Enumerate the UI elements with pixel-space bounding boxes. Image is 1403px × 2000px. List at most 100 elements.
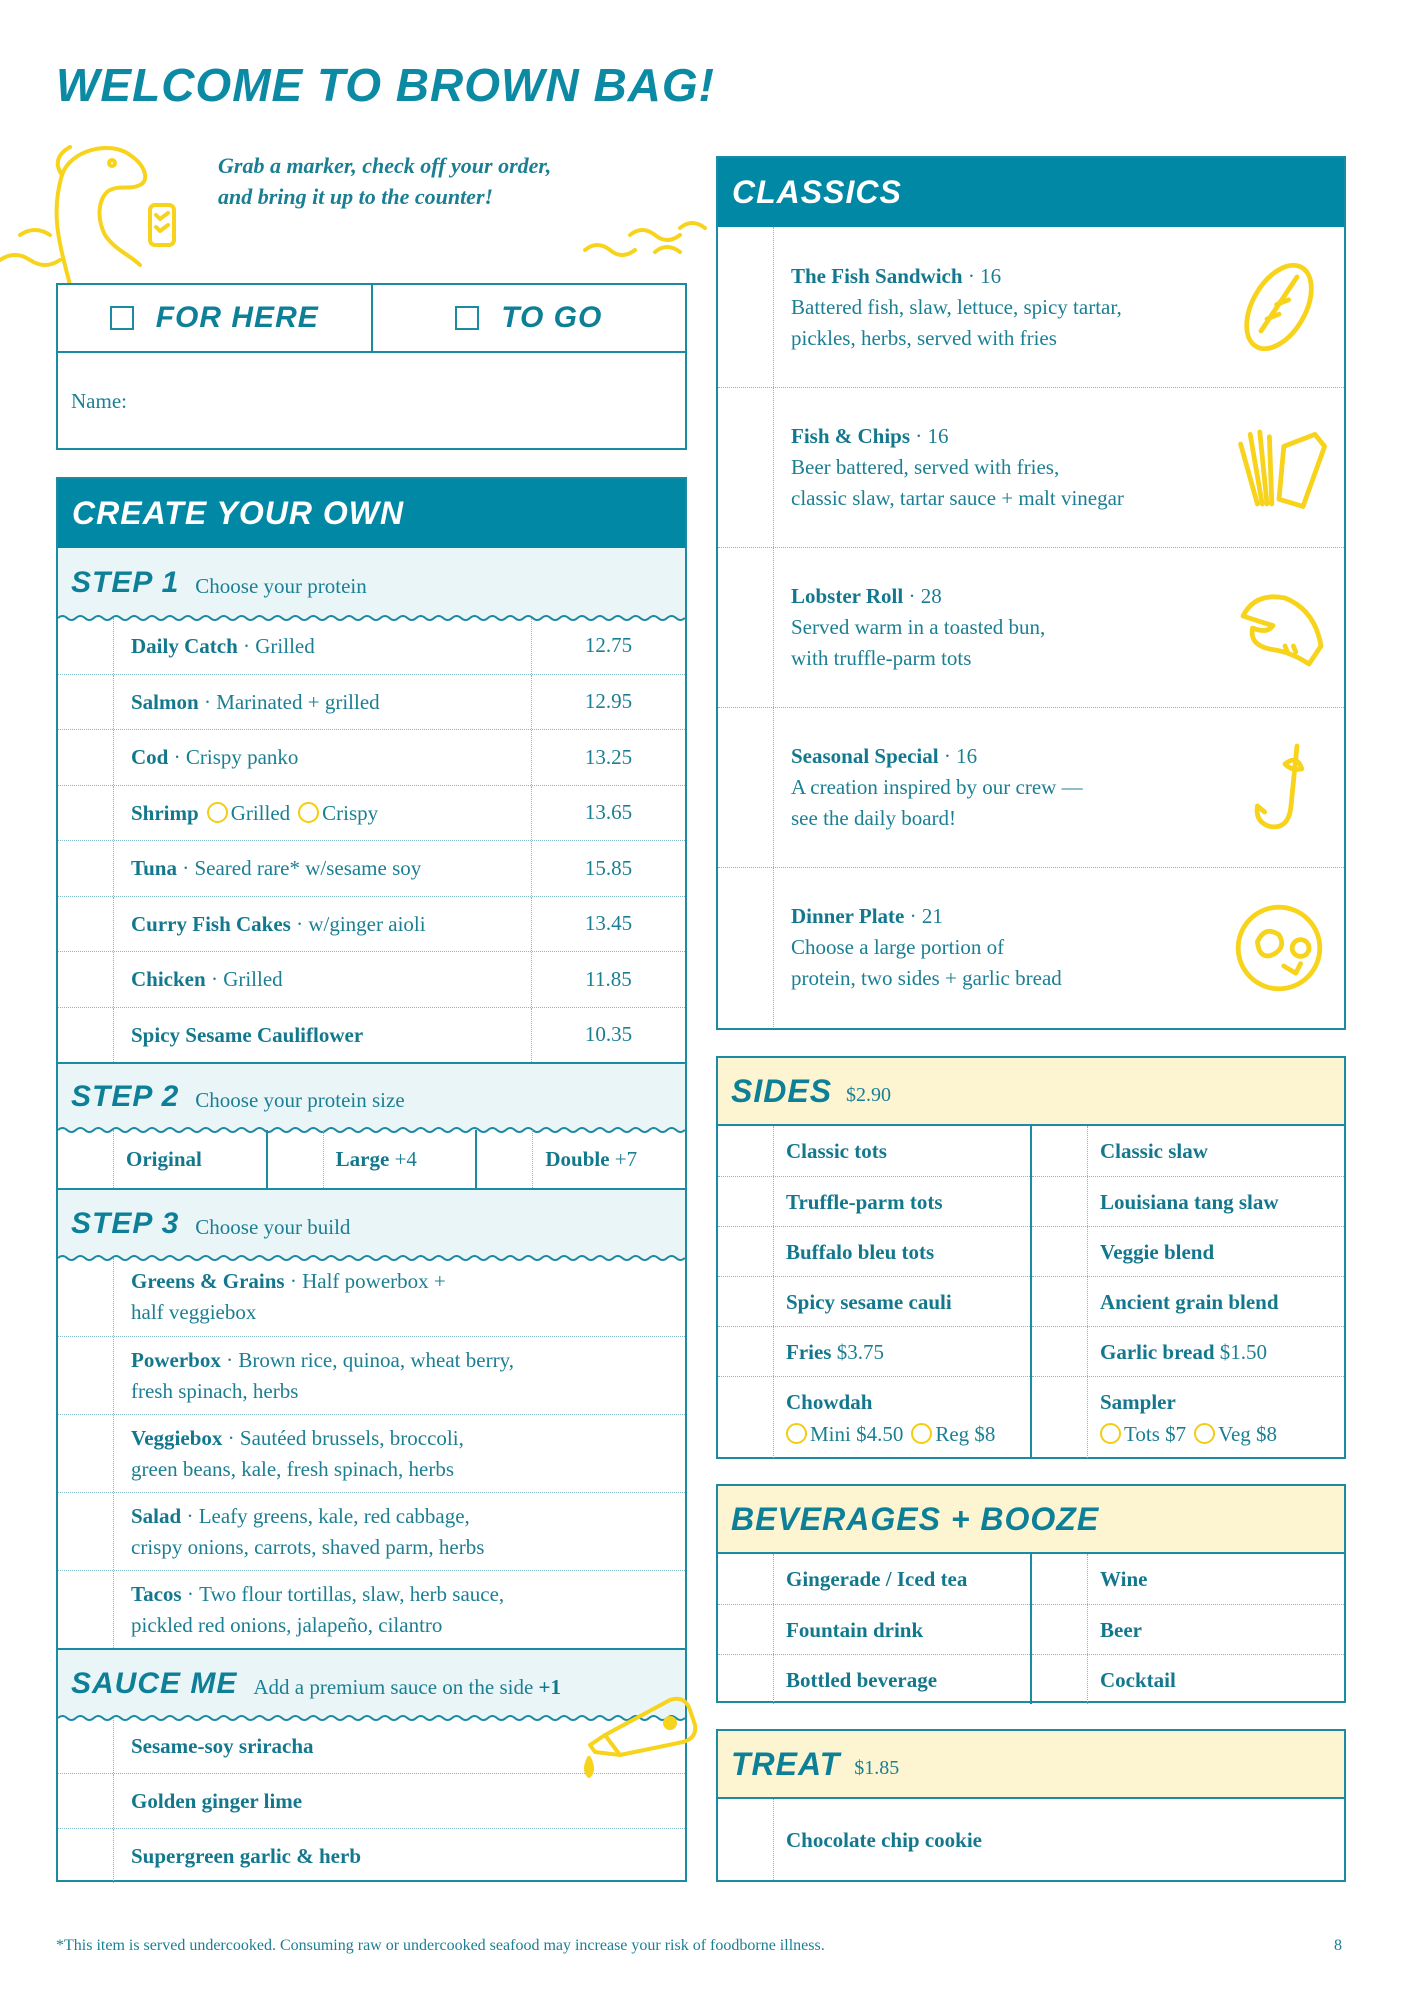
beverage-row[interactable]: Cocktail — [1032, 1654, 1344, 1704]
classic-item[interactable]: Dinner Plate · 21 Choose a large portion … — [718, 867, 1344, 1027]
check-area[interactable] — [718, 1277, 774, 1326]
check-area[interactable] — [1032, 1277, 1088, 1326]
check-area[interactable] — [1032, 1554, 1088, 1604]
check-area[interactable] — [1032, 1655, 1088, 1704]
check-area[interactable] — [718, 1655, 774, 1704]
size-option[interactable]: Large +4 — [265, 1130, 476, 1188]
check-area[interactable] — [1032, 1177, 1088, 1226]
side-row[interactable]: Truffle-parm tots — [718, 1176, 1030, 1226]
check-area[interactable] — [718, 1177, 774, 1226]
protein-row[interactable]: Chicken · Grilled 11.85 — [58, 951, 685, 1007]
classic-item[interactable]: Fish & Chips · 16 Beer battered, served w… — [718, 387, 1344, 547]
side-row[interactable]: Louisiana tang slaw — [1032, 1176, 1344, 1226]
option-radio[interactable] — [206, 802, 228, 824]
side-row[interactable]: Fries $3.75 — [718, 1326, 1030, 1376]
option-radio[interactable] — [1194, 1422, 1216, 1444]
check-area[interactable] — [477, 1130, 534, 1188]
check-area[interactable] — [718, 708, 774, 867]
sauce-row[interactable]: Supergreen garlic & herb — [58, 1828, 685, 1883]
check-area[interactable] — [718, 548, 774, 707]
check-area[interactable] — [718, 1799, 774, 1880]
side-row[interactable]: Sampler Tots $7 Veg $8 — [1032, 1376, 1344, 1458]
classic-name: Seasonal Special — [791, 744, 939, 768]
check-area[interactable] — [58, 1258, 114, 1336]
side-name: Ancient grain blend — [1100, 1289, 1279, 1314]
beverage-row[interactable]: Gingerade / Iced tea — [718, 1554, 1030, 1604]
check-area[interactable] — [1032, 1126, 1088, 1176]
side-row[interactable]: Spicy sesame cauli — [718, 1276, 1030, 1326]
protein-row[interactable]: Shrimp Grilled Crispy 13.65 — [58, 784, 685, 840]
check-area[interactable] — [1032, 1605, 1088, 1654]
build-row[interactable]: Greens & Grains · Half powerbox + half ve… — [58, 1258, 685, 1336]
side-row[interactable]: Classic slaw — [1032, 1126, 1344, 1176]
to-go-option[interactable]: To go — [370, 285, 686, 351]
check-area[interactable] — [58, 896, 114, 951]
check-area[interactable] — [58, 785, 114, 840]
sauce-row[interactable]: Golden ginger lime — [58, 1773, 685, 1828]
check-area[interactable] — [1032, 1327, 1088, 1376]
check-area[interactable] — [718, 1327, 774, 1376]
name-field[interactable]: Name: — [58, 353, 685, 450]
check-area[interactable] — [58, 1718, 114, 1773]
check-area[interactable] — [718, 227, 774, 387]
check-area[interactable] — [58, 952, 114, 1007]
check-area[interactable] — [58, 618, 114, 674]
build-row[interactable]: Salad · Leafy greens, kale, red cabbage,… — [58, 1492, 685, 1570]
size-option[interactable]: Original — [58, 1130, 266, 1188]
check-area[interactable] — [718, 1554, 774, 1604]
check-area[interactable] — [718, 1605, 774, 1654]
to-go-checkbox[interactable] — [455, 306, 480, 330]
classic-item[interactable]: Lobster Roll · 28 Served warm in a toaste… — [718, 547, 1344, 707]
check-area[interactable] — [58, 674, 114, 729]
side-row[interactable]: Garlic bread $1.50 — [1032, 1326, 1344, 1376]
check-area[interactable] — [58, 841, 114, 896]
protein-row[interactable]: Spicy Sesame Cauliflower 10.35 — [58, 1006, 685, 1062]
side-row[interactable]: Veggie blend — [1032, 1226, 1344, 1276]
check-area[interactable] — [58, 1774, 114, 1828]
option-radio[interactable] — [911, 1422, 933, 1444]
check-area[interactable] — [58, 1007, 114, 1062]
check-area[interactable] — [58, 1337, 114, 1414]
treat-row[interactable]: Chocolate chip cookie — [718, 1799, 1344, 1880]
sauce-row[interactable]: Sesame-soy sriracha — [58, 1718, 685, 1773]
side-row[interactable]: Ancient grain blend — [1032, 1276, 1344, 1326]
protein-row[interactable]: Daily Catch · Grilled 12.75 — [58, 618, 685, 674]
beverage-row[interactable]: Beer — [1032, 1604, 1344, 1654]
build-row[interactable]: Veggiebox · Sautéed brussels, broccoli, g… — [58, 1414, 685, 1492]
for-here-checkbox[interactable] — [109, 306, 134, 330]
check-area[interactable] — [718, 1227, 774, 1276]
protein-row[interactable]: Cod · Crispy panko 13.25 — [58, 729, 685, 785]
protein-row[interactable]: Salmon · Marinated + grilled 12.95 — [58, 673, 685, 729]
size-option[interactable]: Double +7 — [475, 1130, 685, 1188]
check-area[interactable] — [58, 1493, 114, 1570]
option-radio[interactable] — [1100, 1422, 1121, 1444]
check-area[interactable] — [58, 1415, 114, 1492]
classic-item[interactable]: Seasonal Special · 16 A creation inspired… — [718, 707, 1344, 867]
classic-item[interactable]: The Fish Sandwich · 16 Battered fish, sla… — [718, 227, 1344, 387]
build-row[interactable]: Powerbox · Brown rice, quinoa, wheat ber… — [58, 1336, 685, 1414]
side-row[interactable]: Classic tots — [718, 1126, 1030, 1176]
check-area[interactable] — [718, 388, 774, 547]
check-area[interactable] — [268, 1130, 324, 1188]
check-area[interactable] — [58, 1130, 114, 1188]
beverage-row[interactable]: Bottled beverage — [718, 1654, 1030, 1704]
beverage-row[interactable]: Wine — [1032, 1554, 1344, 1604]
option-radio[interactable] — [786, 1422, 807, 1444]
check-area[interactable] — [718, 868, 774, 1027]
check-area[interactable] — [58, 730, 114, 785]
check-area[interactable] — [58, 1829, 114, 1883]
beverage-row[interactable]: Fountain drink — [718, 1604, 1030, 1654]
for-here-option[interactable]: For here — [58, 285, 371, 351]
check-area[interactable] — [718, 1377, 774, 1458]
side-row[interactable]: Chowdah Mini $4.50 Reg $8 — [718, 1376, 1030, 1458]
protein-row[interactable]: Tuna · Seared rare* w/sesame soy 15.85 — [58, 840, 685, 896]
option-radio[interactable] — [298, 802, 320, 824]
check-area[interactable] — [718, 1126, 774, 1176]
check-area[interactable] — [1032, 1377, 1088, 1458]
build-row[interactable]: Tacos · Two flour tortillas, slaw, herb … — [58, 1570, 685, 1648]
side-row[interactable]: Buffalo bleu tots — [718, 1226, 1030, 1276]
protein-desc: Grilled — [255, 633, 315, 658]
check-area[interactable] — [1032, 1227, 1088, 1276]
check-area[interactable] — [58, 1571, 114, 1648]
protein-row[interactable]: Curry Fish Cakes · w/ginger aioli 13.45 — [58, 895, 685, 951]
